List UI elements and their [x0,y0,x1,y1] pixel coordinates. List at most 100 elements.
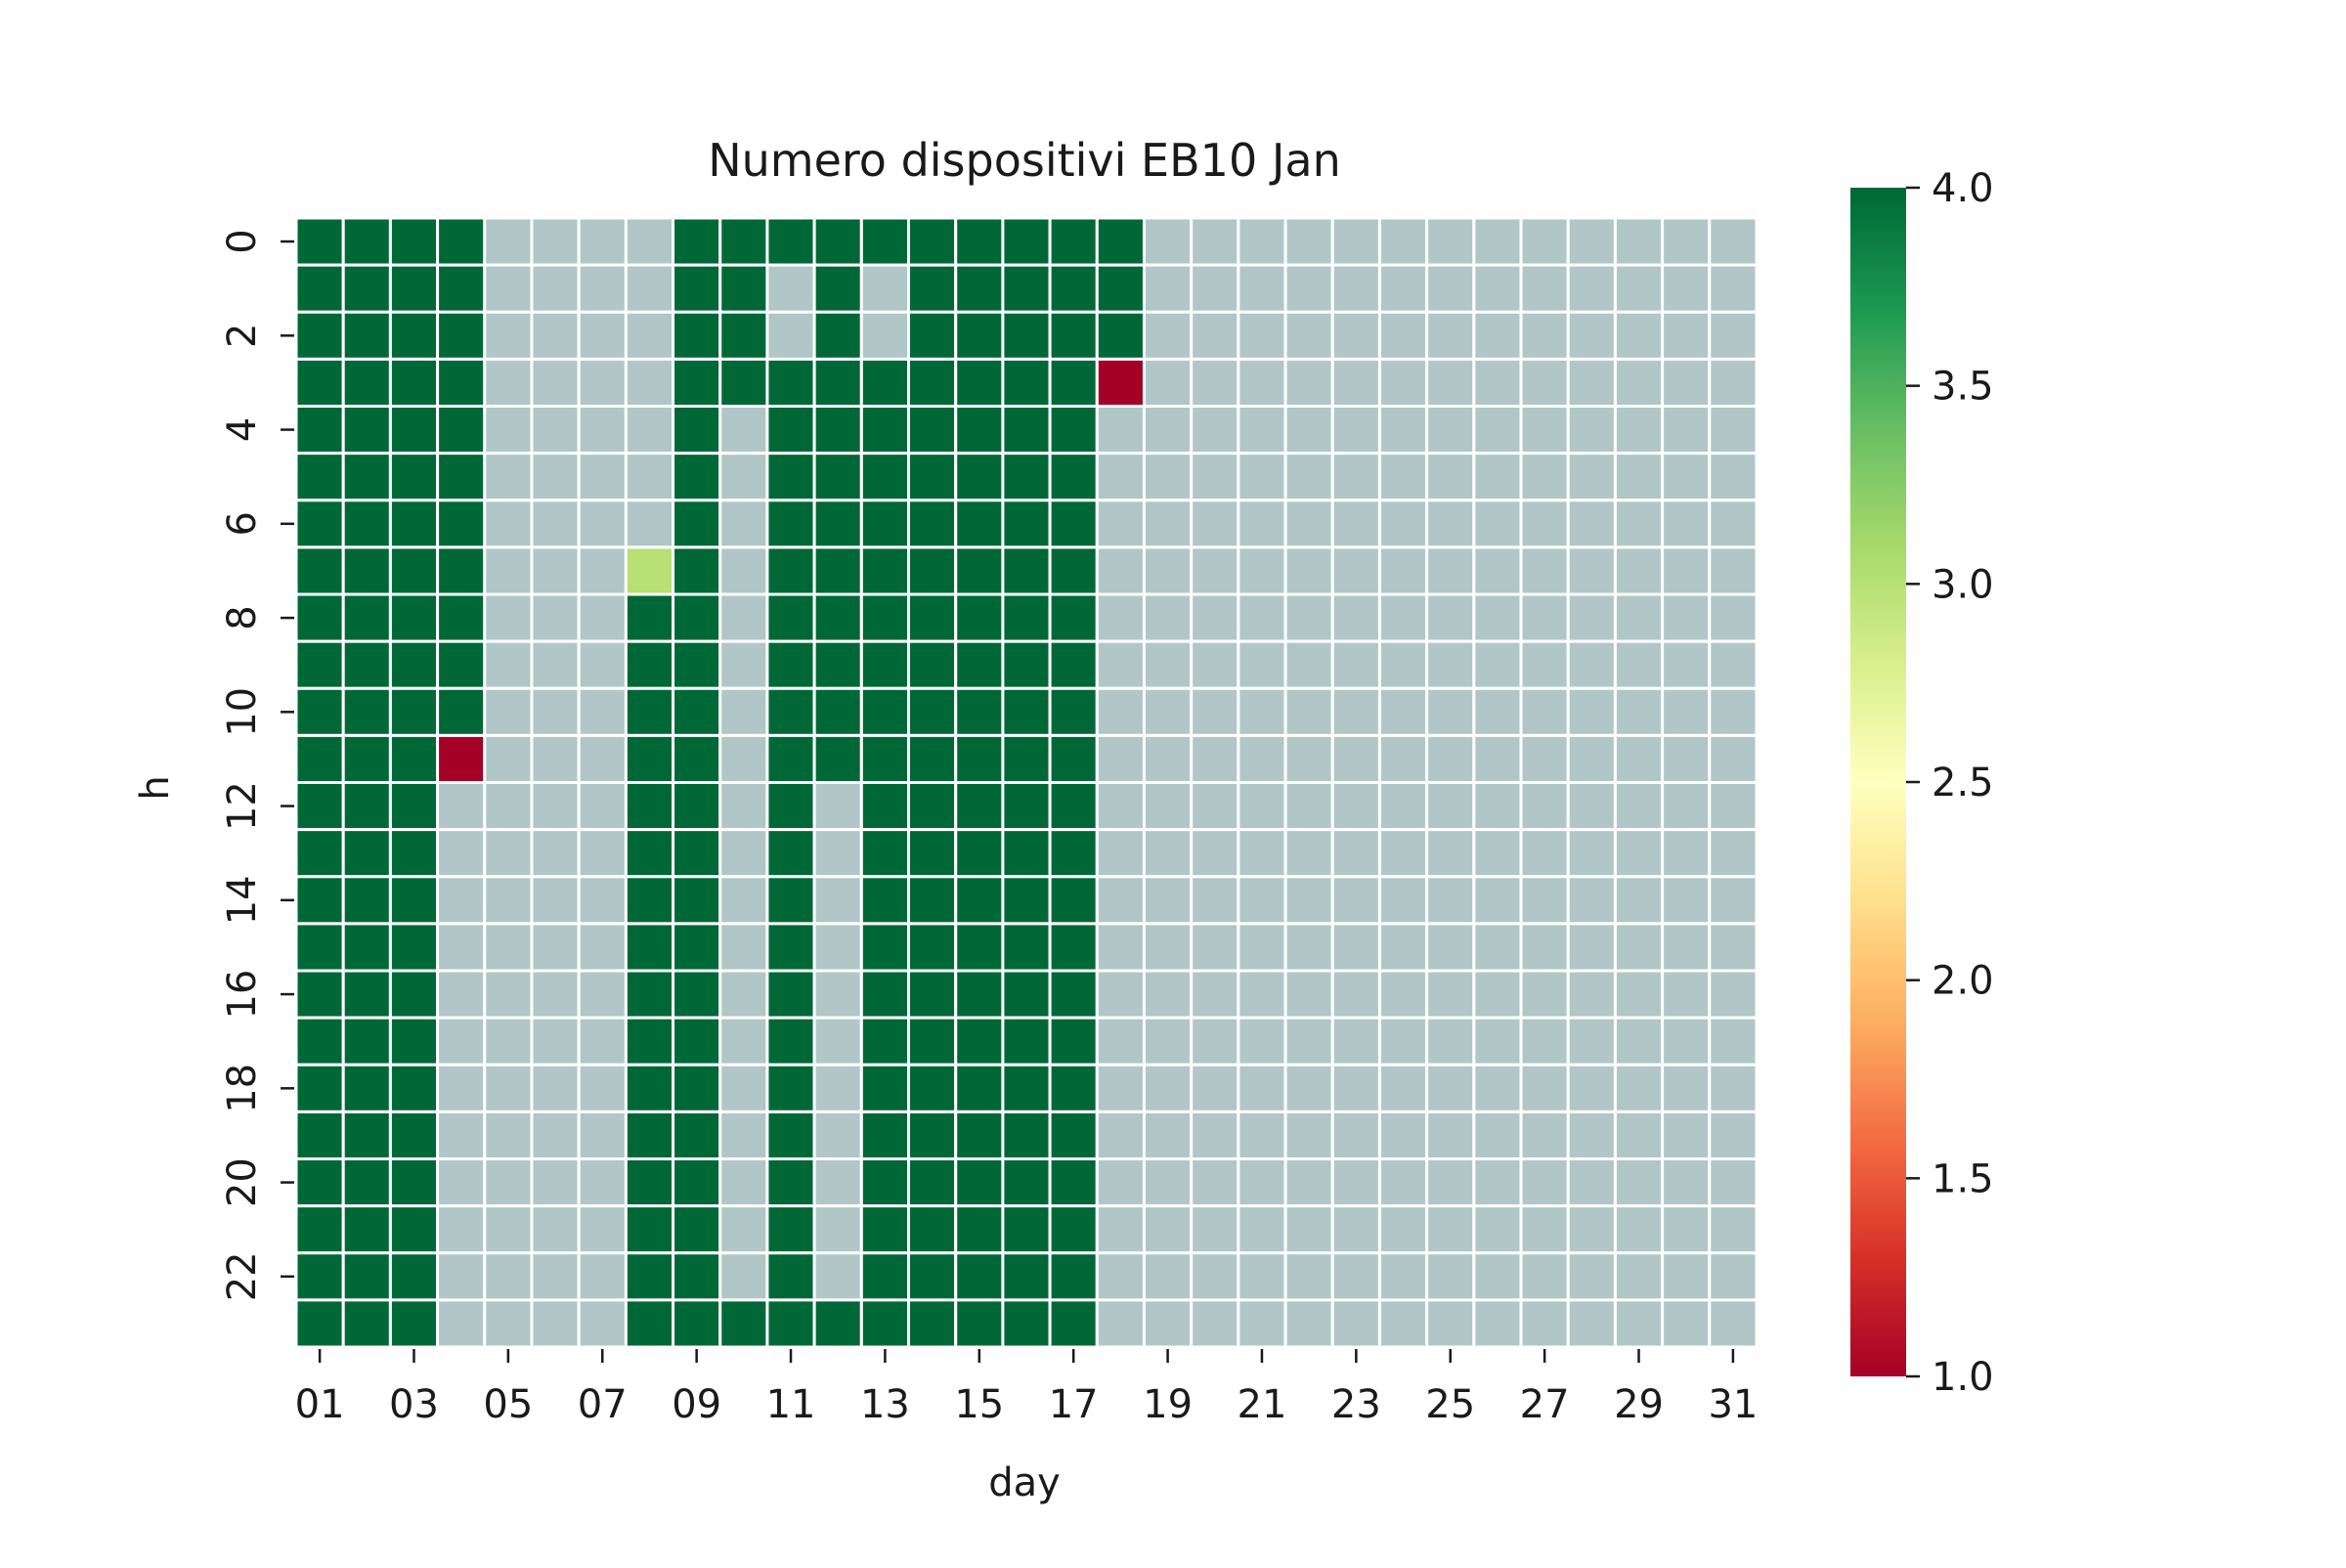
heatmap-cell [341,1298,392,1349]
heatmap-cell [1566,686,1617,737]
heatmap-cell [388,875,440,926]
heatmap-cell [812,310,863,361]
heatmap-cell [1566,1204,1617,1255]
heatmap-cell [624,922,675,973]
heatmap-cell [1095,733,1146,784]
heatmap-cell [294,592,345,643]
heatmap-cell [388,310,440,361]
heatmap-cell [1708,1157,1759,1208]
heatmap-cell [672,781,722,832]
heatmap-cell [1048,1251,1099,1302]
heatmap-cell [1001,499,1052,549]
heatmap-cell [672,1251,722,1302]
heatmap-cell [718,405,769,456]
heatmap-cell [718,1110,769,1160]
heatmap-cell [1330,592,1381,643]
heatmap-cell [1472,545,1523,596]
colorbar: 1.0 1.5 2.0 2.5 3.0 3.5 4.0 [1850,166,1994,1400]
heatmap-cell [1048,592,1099,643]
heatmap-cell [954,405,1005,456]
heatmap-cell [907,405,958,456]
heatmap-cell [624,1016,675,1067]
heatmap-cell [1283,263,1334,314]
heatmap-cell [718,639,769,690]
heatmap-cell [1519,592,1570,643]
heatmap-cell [954,922,1005,973]
heatmap-cell [1330,875,1381,926]
heatmap-cell [907,452,958,502]
heatmap-cell [765,216,816,267]
heatmap-cell [812,405,863,456]
heatmap-cell [1330,1016,1381,1067]
x-tick-label: 01 [295,1382,345,1427]
heatmap-cell [1237,545,1287,596]
heatmap-cell [1708,1251,1759,1302]
heatmap-cell [294,1298,345,1349]
heatmap-cell [765,828,816,879]
heatmap-cell [765,875,816,926]
heatmap-cell [1519,545,1570,596]
heatmap-cell [1237,1016,1287,1067]
heatmap-cell [388,1063,440,1113]
heatmap-cell [1142,405,1194,456]
heatmap-cell [1048,1110,1099,1160]
heatmap-cell [1425,1204,1476,1255]
heatmap-cell [1566,1157,1617,1208]
heatmap-cell [1283,216,1334,267]
heatmap-cell [1001,686,1052,737]
heatmap-cell [341,969,392,1020]
heatmap-cell [1708,545,1759,596]
heatmap-cell [1519,1016,1570,1067]
heatmap-cell [1237,969,1287,1020]
heatmap-cell [530,357,581,408]
heatmap-cell [436,1110,487,1160]
heatmap-cell [1142,1063,1194,1113]
heatmap-cell [341,1204,392,1255]
heatmap-cell [765,1298,816,1349]
heatmap-cell [1472,499,1523,549]
heatmap-cell [1001,452,1052,502]
heatmap-cell [1661,263,1712,314]
heatmap-cell [765,781,816,832]
heatmap-cell [1661,781,1712,832]
heatmap-cell [1661,733,1712,784]
heatmap-cell [1566,1298,1617,1349]
heatmap-cell [1377,733,1429,784]
heatmap-cell [907,1298,958,1349]
heatmap-cell [1661,969,1712,1020]
heatmap-cell [388,686,440,737]
heatmap-cell [436,263,487,314]
heatmap-cell [436,1016,487,1067]
heatmap-cell [530,263,581,314]
heatmap-cell [1519,310,1570,361]
heatmap-cell [1283,1063,1334,1113]
heatmap-cell [1519,875,1570,926]
heatmap-cell [907,357,958,408]
heatmap-cell [1472,922,1523,973]
heatmap-cell [812,828,863,879]
heatmap-cell [1377,310,1429,361]
heatmap-cell [812,639,863,690]
heatmap-cell [812,1298,863,1349]
heatmap-cell [1237,875,1287,926]
heatmap-cell [1095,828,1146,879]
heatmap-cell [1190,216,1240,267]
heatmap-cell [812,357,863,408]
heatmap-cell [1377,1063,1429,1113]
heatmap-cell [1472,733,1523,784]
heatmap-cell [1142,1016,1194,1067]
heatmap-cell [1095,592,1146,643]
heatmap-cell [530,875,581,926]
heatmap-cell [483,310,534,361]
heatmap-cell [859,1110,911,1160]
heatmap-cell [812,263,863,314]
heatmap-cell [624,1298,675,1349]
heatmap-cell [341,1251,392,1302]
colorbar-tick-label: 3.0 [1932,562,1994,607]
heatmap-cell [1330,216,1381,267]
heatmap-cell [1237,263,1287,314]
heatmap-cell [1377,922,1429,973]
heatmap-cell [859,452,911,502]
heatmap-cell [483,1110,534,1160]
heatmap-cell [907,545,958,596]
